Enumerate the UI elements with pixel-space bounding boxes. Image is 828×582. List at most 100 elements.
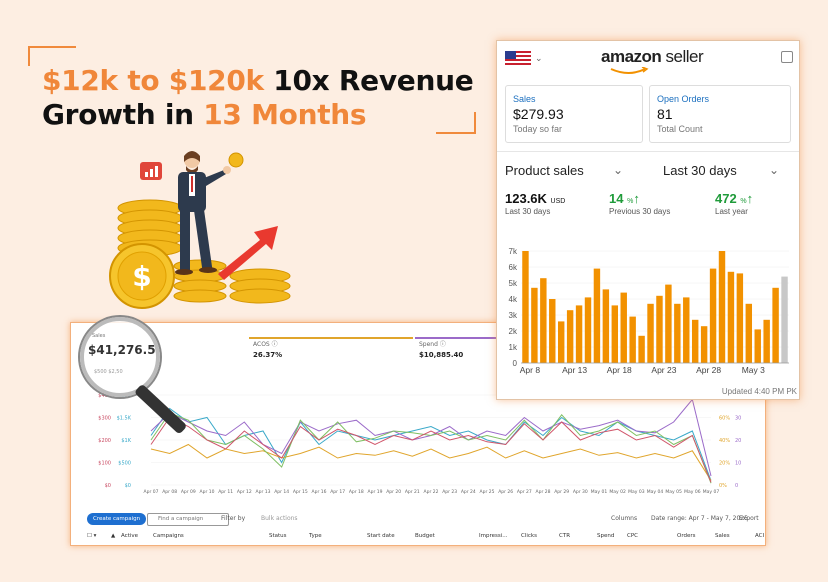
x-tick-label: Apr 21 (405, 489, 420, 495)
date-range-select[interactable]: Last 30 days (663, 163, 737, 178)
x-tick-label: Apr 14 (274, 489, 289, 495)
sales-bar[interactable] (674, 303, 681, 363)
column-header[interactable]: Spend (597, 533, 615, 539)
y-right2-tick: 30 (735, 416, 741, 422)
orders-title: Open Orders (657, 94, 710, 104)
sales-bar[interactable] (620, 292, 627, 363)
column-header[interactable]: ACI (755, 533, 765, 539)
column-header[interactable]: Campaigns (153, 533, 184, 539)
series-line (150, 416, 712, 483)
series-line (150, 407, 712, 481)
select-all-checkbox[interactable]: ☐ ▾ (87, 533, 97, 539)
product-sales-dropdown[interactable]: Product sales (505, 163, 584, 178)
filter-by-dropdown[interactable]: Filter by (221, 515, 246, 522)
sales-bar[interactable] (611, 305, 619, 363)
sales-bar[interactable] (602, 289, 610, 363)
find-campaign-input[interactable]: Find a campaign (147, 513, 229, 526)
orders-value: 81 (657, 106, 673, 122)
sales-bar[interactable] (557, 321, 565, 363)
sales-bar[interactable] (736, 273, 744, 363)
create-campaign-button[interactable]: Create campaign (87, 513, 147, 525)
sales-bar[interactable] (709, 268, 717, 363)
x-tick-label: Apr 27 (517, 489, 532, 495)
stat-total-label: Last 30 days (505, 207, 551, 216)
x-tick-label: Apr 11 (218, 489, 233, 495)
y-left2-tick: $0 (125, 483, 131, 489)
sales-bar[interactable] (700, 326, 708, 363)
chevron-down-icon[interactable]: ⌄ (613, 163, 624, 177)
sales-bar[interactable] (629, 316, 636, 363)
sales-bar[interactable] (772, 287, 779, 363)
y-left-tick: $400 (98, 393, 111, 399)
stat-total-unit: USD (550, 198, 566, 205)
x-tick-label: Apr 19 (368, 489, 383, 495)
sales-box[interactable]: Sales $279.93 Today so far (505, 85, 643, 143)
column-header[interactable]: Orders (677, 533, 696, 539)
sales-bar[interactable] (763, 319, 770, 363)
us-flag-icon[interactable] (505, 51, 531, 67)
date-range-dropdown[interactable]: Date range: Apr 7 - May 7, 2025 (651, 515, 748, 522)
headline-part3: Growth in (42, 98, 204, 131)
metric-spend-value: $10,885.40 (419, 351, 464, 359)
stat-year-value: 472 (715, 191, 737, 206)
sales-bar[interactable] (727, 271, 735, 363)
magnifier-label: Sales (92, 333, 106, 339)
column-header[interactable]: Clicks (521, 533, 537, 539)
sales-bar[interactable] (665, 284, 672, 363)
ads-toolbar: Create campaign Find a campaign Filter b… (81, 513, 761, 527)
sales-bar[interactable] (745, 303, 753, 363)
corner-top-left (28, 46, 76, 66)
column-header[interactable]: Start date (367, 533, 395, 539)
amazon-seller-card: ⌄ amazon seller Sales $279.93 Today so f… (496, 40, 800, 400)
y-tick-label: 5k (509, 279, 518, 288)
sales-bar[interactable] (656, 295, 663, 363)
sales-bar[interactable] (638, 335, 645, 363)
metric-acos[interactable]: ACOS ⓘ 26.37% (249, 337, 413, 375)
columns-dropdown[interactable]: Columns (611, 515, 638, 522)
warning-icon: ▲ (111, 533, 116, 539)
column-header[interactable]: Budget (415, 533, 435, 539)
y-tick-label: 2k (509, 327, 518, 336)
chevron-down-icon[interactable]: ⌄ (769, 163, 780, 177)
orders-sub: Total Count (657, 124, 703, 134)
sales-bar[interactable] (549, 299, 556, 363)
bulk-actions-dropdown[interactable]: Bulk actions (261, 515, 298, 522)
x-tick-label: Apr 12 (237, 489, 252, 495)
sales-bar[interactable] (718, 251, 726, 363)
sales-bar[interactable] (593, 268, 601, 363)
expand-icon[interactable] (781, 51, 793, 63)
sales-bar[interactable] (540, 278, 547, 363)
sales-bar[interactable] (647, 303, 654, 363)
sales-bar[interactable] (522, 251, 529, 363)
sales-bar[interactable] (781, 276, 788, 363)
column-header[interactable]: CPC (627, 533, 638, 539)
column-header[interactable]: Status (269, 533, 287, 539)
column-header[interactable]: Active (121, 533, 139, 539)
stat-prev-unit: % (627, 198, 634, 205)
open-orders-box[interactable]: Open Orders 81 Total Count (649, 85, 791, 143)
sales-bar[interactable] (566, 310, 574, 363)
y-tick-label: 7k (509, 247, 518, 256)
chevron-down-icon[interactable]: ⌄ (535, 53, 543, 63)
x-tick-label: May 06 (684, 489, 701, 495)
sales-bar[interactable] (691, 319, 699, 363)
column-header[interactable]: Impressi... (479, 533, 508, 539)
sales-bar[interactable] (584, 297, 592, 363)
product-sales-bar-chart: 0 1k 2k 3k 4k 5k 6k 7k Apr 8 Apr 13 Apr 18 Apr 23 Ap… (509, 247, 789, 375)
ads-line-chart: $400$2K80%40$300$1.5K60%30$200$1K40%20$1… (98, 393, 741, 495)
y-tick-label: 1k (509, 343, 518, 352)
sales-bar[interactable] (683, 297, 690, 363)
column-header[interactable]: Type (309, 533, 322, 539)
sales-bar[interactable] (754, 329, 761, 363)
logo-amazon-text: amazon (601, 47, 662, 66)
x-tick-label: May 04 (647, 489, 664, 495)
x-tick-label: Apr 28 (536, 489, 551, 495)
x-tick-label: Apr 18 (607, 365, 632, 375)
updated-text: Updated 4:40 PM PK (721, 387, 797, 396)
column-header[interactable]: Sales (715, 533, 730, 539)
sales-bar[interactable] (575, 305, 583, 363)
column-header[interactable]: CTR (559, 533, 571, 539)
sales-bar[interactable] (531, 287, 538, 363)
x-tick-label: Apr 8 (520, 365, 541, 375)
export-button[interactable]: Export (739, 515, 759, 522)
